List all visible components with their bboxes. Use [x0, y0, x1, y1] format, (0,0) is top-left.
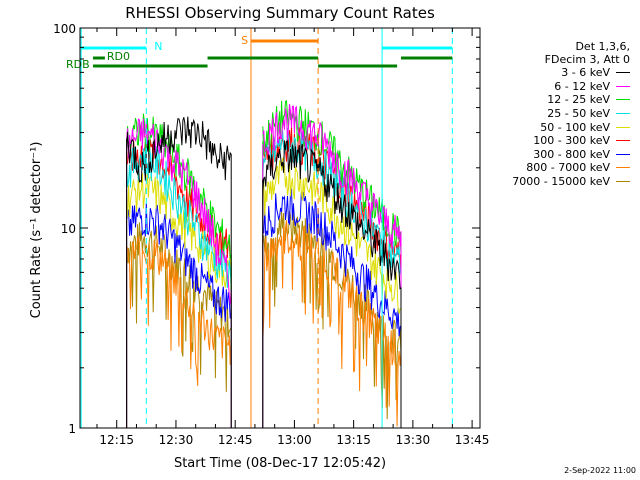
legend-swatch [616, 126, 630, 128]
legend-entry: 3 - 6 keV [480, 66, 638, 80]
legend-swatch [616, 85, 630, 87]
x-tick-label: 12:30 [159, 433, 194, 447]
legend-entry: 50 - 100 keV [480, 120, 638, 134]
data-series [126, 99, 402, 428]
generation-timestamp: 2-Sep-2022 11:00 [564, 466, 636, 475]
legend-swatch [616, 181, 630, 183]
x-tick-label: 13:30 [396, 433, 431, 447]
legend-entry: 7000 - 15000 keV [480, 175, 638, 189]
legend-header-line-2: FDecim 3, Att 0 [544, 53, 630, 66]
flag-label-rd0: RD0 [107, 50, 130, 63]
y-axis-label: Count Rate (s⁻¹ detector⁻¹) [29, 142, 44, 319]
chart-title: RHESSI Observing Summary Count Rates [125, 4, 435, 22]
x-axis-label: Start Time (08-Dec-17 12:05:42) [174, 456, 386, 471]
legend-header-line-1: Det 1,3,6, [575, 40, 630, 53]
legend-swatch [616, 140, 630, 142]
legend-swatch [616, 167, 630, 169]
legend-entries: 3 - 6 keV 6 - 12 keV 12 - 25 keV 25 - 50 ke… [480, 66, 638, 188]
legend-label: 3 - 6 keV [561, 66, 610, 80]
x-tick-label: 13:45 [455, 433, 490, 447]
legend-label: 300 - 800 keV [533, 147, 610, 161]
legend: Det 1,3,6, FDecim 3, Att 0 3 - 6 keV 6 - … [480, 40, 638, 188]
legend-entry: 800 - 7000 keV [480, 161, 638, 175]
flag-label-s: S [241, 34, 248, 47]
y-axis: 1 10 100 [53, 22, 480, 436]
legend-swatch [616, 72, 630, 74]
y-tick-label: 1 [68, 422, 76, 436]
x-axis: 12:15 12:30 12:45 13:00 13:15 13:30 13:45 [96, 28, 490, 447]
legend-label: 800 - 7000 keV [526, 161, 610, 175]
legend-entry: 25 - 50 keV [480, 107, 638, 121]
legend-label: 6 - 12 keV [554, 79, 610, 93]
legend-entry: 300 - 800 keV [480, 148, 638, 162]
flag-label-rdb: RDB [66, 58, 90, 71]
legend-entry: 6 - 12 keV [480, 80, 638, 94]
x-tick-label: 12:15 [99, 433, 134, 447]
x-tick-label: 13:00 [277, 433, 312, 447]
legend-label: 50 - 100 keV [540, 120, 610, 134]
series-line-3to6keV [126, 116, 232, 428]
legend-label: 25 - 50 keV [547, 107, 610, 121]
legend-swatch [616, 113, 630, 115]
y-tick-label: 10 [61, 222, 76, 236]
legend-label: 100 - 300 keV [533, 134, 610, 148]
flag-label-n: N [154, 40, 162, 53]
x-tick-label: 13:15 [336, 433, 371, 447]
legend-swatch [616, 99, 630, 101]
flag-markers: N S RD0 RDB [66, 28, 453, 428]
x-tick-label: 12:45 [218, 433, 253, 447]
series-line-3to6keV [262, 140, 402, 428]
legend-entry: 100 - 300 keV [480, 134, 638, 148]
legend-label: 7000 - 15000 keV [512, 175, 610, 189]
legend-swatch [616, 153, 630, 155]
legend-label: 12 - 25 keV [547, 93, 610, 107]
legend-entry: 12 - 25 keV [480, 93, 638, 107]
y-tick-label: 100 [53, 22, 76, 36]
